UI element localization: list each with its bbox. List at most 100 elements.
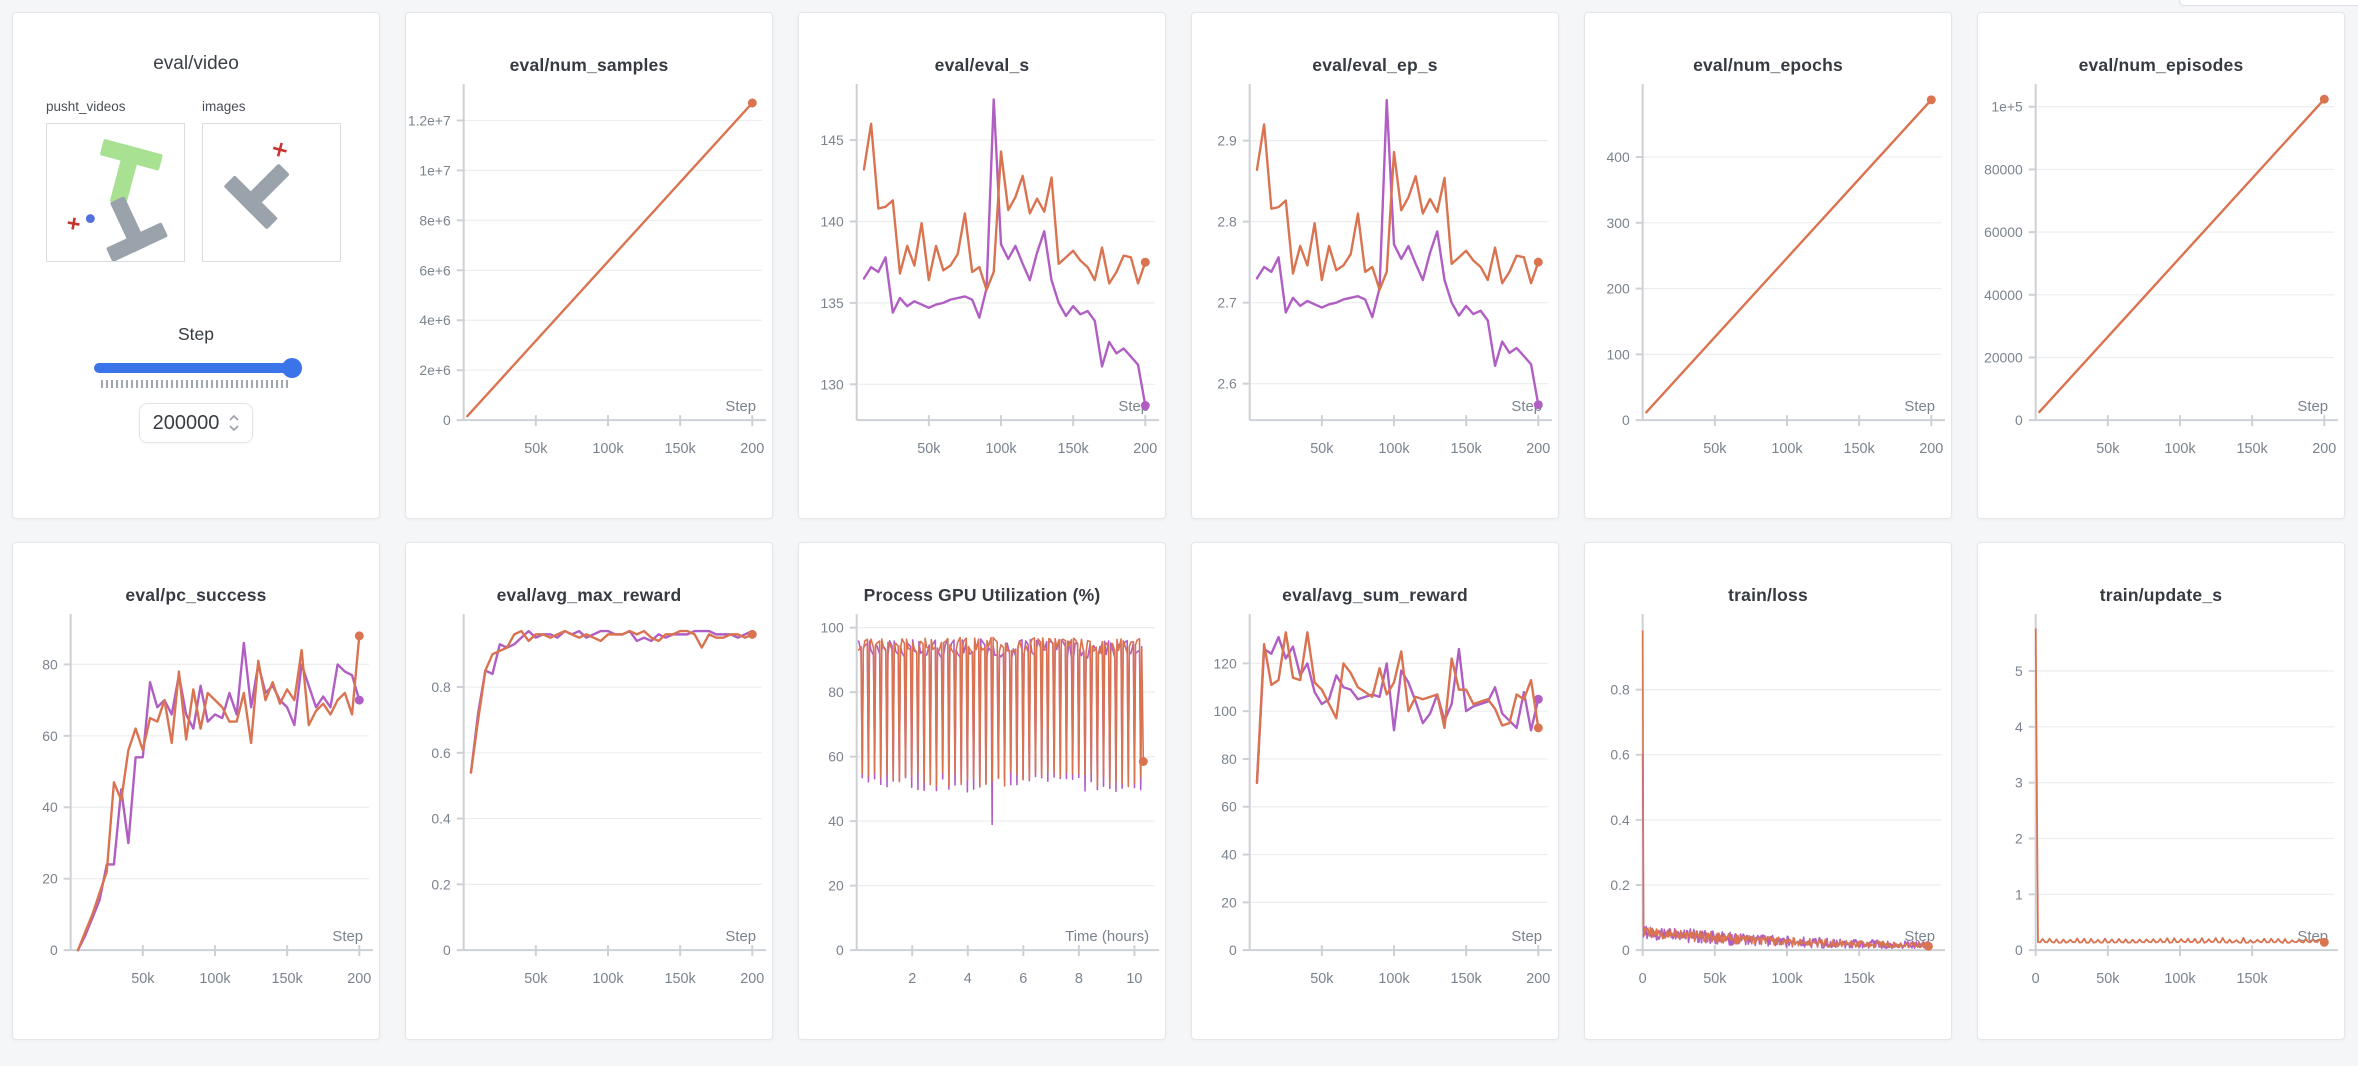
panel-eval-eval-s[interactable]: eval/eval_s 130 135 140 145 50k 100k 150k 200 St… (798, 12, 1166, 519)
svg-text:2.9: 2.9 (1217, 133, 1237, 149)
chart-canvas-eval-avg-sum-reward[interactable]: 0 20 40 60 80 100 120 50k 100k 150k 200 Step (1192, 612, 1558, 1020)
svg-text:1.2e+7: 1.2e+7 (408, 112, 451, 128)
panel-eval-eval-ep-s[interactable]: eval/eval_ep_s 2.6 2.7 2.8 2.9 50k 100k 150k 20… (1191, 12, 1559, 519)
svg-text:150k: 150k (272, 971, 304, 987)
panel-eval-num-epochs[interactable]: eval/num_epochs 0 100 200 300 400 50k 100k 150k… (1584, 12, 1952, 519)
svg-text:150k: 150k (1451, 971, 1483, 987)
chart-title: eval/eval_s (934, 55, 1030, 75)
svg-text:4: 4 (2015, 719, 2023, 735)
panel-eval-avg-sum-reward[interactable]: eval/avg_sum_reward 0 20 40 60 80 100 120 50k 10… (1191, 542, 1559, 1040)
svg-text:200: 200 (347, 971, 371, 987)
svg-text:145: 145 (821, 132, 844, 148)
panel-eval-num-episodes[interactable]: eval/num_episodes 0 20000 40000 60000 80000 1… (1977, 12, 2345, 519)
panel-eval-num-samples[interactable]: eval/num_samples 0 2e+6 4e+6 6e+6 8e+6 1e+7 1.… (405, 12, 773, 519)
svg-text:Step: Step (725, 399, 756, 415)
agent-dot (85, 214, 95, 224)
chart-canvas-eval-avg-max-reward[interactable]: 0 0.2 0.4 0.6 0.8 50k 100k 150k 200 Step (406, 612, 772, 1020)
chart-canvas-train-loss[interactable]: 0 0.2 0.4 0.6 0.8 0 50k 100k 150k Step (1585, 612, 1951, 1020)
svg-text:1e+5: 1e+5 (1991, 99, 2023, 115)
panel-eval-video[interactable]: eval/video pusht_videos (12, 12, 380, 519)
images-thumbnail[interactable] (202, 123, 341, 262)
svg-text:2: 2 (908, 971, 916, 987)
svg-text:150k: 150k (665, 971, 697, 987)
svg-text:0: 0 (1639, 971, 1647, 987)
svg-text:60: 60 (1221, 799, 1237, 815)
panel-eval-pc-success[interactable]: eval/pc_success 0 20 40 60 80 50k 100k 150k 200 S… (12, 542, 380, 1040)
chart-title: eval/num_epochs (1693, 55, 1843, 75)
svg-text:Step: Step (725, 929, 756, 945)
svg-text:50k: 50k (2096, 441, 2120, 457)
media-pusht-videos: pusht_videos (46, 99, 185, 262)
svg-text:150k: 150k (2237, 971, 2269, 987)
panel-title: eval/video (153, 53, 239, 74)
chart-title: eval/pc_success (125, 585, 267, 605)
svg-text:50k: 50k (1310, 971, 1334, 987)
svg-text:Step: Step (332, 929, 363, 945)
svg-text:Step: Step (1511, 929, 1542, 945)
chart-svg: 0 0.2 0.4 0.6 0.8 50k 100k 150k 200 Step (431, 613, 767, 987)
chart-title: train/update_s (2099, 585, 2223, 605)
step-number-input[interactable]: 200000 (139, 403, 253, 443)
svg-text:40: 40 (1221, 847, 1237, 863)
svg-text:130: 130 (821, 376, 844, 392)
svg-text:2: 2 (2015, 830, 2023, 846)
chart-canvas-eval-num-epochs[interactable]: 0 100 200 300 400 50k 100k 150k 200 Step (1585, 82, 1951, 490)
svg-text:6e+6: 6e+6 (419, 262, 451, 278)
svg-text:20000: 20000 (1984, 349, 2023, 365)
step-slider[interactable] (94, 358, 302, 378)
svg-text:50k: 50k (524, 971, 548, 987)
chart-svg: 0 20 40 60 80 50k 100k 150k 200 Step (42, 613, 374, 987)
svg-text:0.6: 0.6 (431, 745, 451, 761)
chart-canvas-gpu-utilization[interactable]: 0 20 40 60 80 100 2 4 6 8 10 Time (hours) (799, 612, 1165, 1020)
chart-canvas-train-update-s[interactable]: 0 1 2 3 4 5 0 50k 100k 150k Step (1978, 612, 2344, 1020)
svg-text:0.6: 0.6 (1610, 747, 1630, 763)
svg-text:200: 200 (740, 441, 764, 457)
svg-text:20: 20 (42, 871, 58, 887)
svg-text:Step: Step (1118, 399, 1149, 415)
stepper-chevrons-icon[interactable] (229, 414, 239, 432)
svg-text:100k: 100k (2164, 971, 2196, 987)
media-images: images (202, 99, 341, 262)
svg-text:80: 80 (42, 656, 58, 672)
chart-svg: 0 20000 40000 60000 80000 1e+5 50k 100k 150k 200 S… (1984, 83, 2339, 457)
svg-text:150k: 150k (1058, 441, 1090, 457)
svg-text:400: 400 (1607, 149, 1630, 165)
chart-title: eval/num_episodes (2078, 55, 2244, 75)
svg-text:100: 100 (821, 620, 844, 636)
svg-text:150k: 150k (665, 441, 697, 457)
panel-train-loss[interactable]: train/loss 0 0.2 0.4 0.6 0.8 0 50k 100k 150k Step (1584, 542, 1952, 1040)
chart-svg: 0 2e+6 4e+6 6e+6 8e+6 1e+7 1.2e+7 50k 100k 150k 20… (408, 83, 767, 457)
svg-text:0: 0 (2032, 971, 2040, 987)
chart-canvas-eval-eval-ep-s[interactable]: 2.6 2.7 2.8 2.9 50k 100k 150k 200 Step (1192, 82, 1558, 490)
svg-text:200: 200 (1919, 441, 1943, 457)
pusht-video-thumbnail[interactable] (46, 123, 185, 262)
svg-text:60: 60 (828, 749, 844, 765)
chart-canvas-eval-num-samples[interactable]: 0 2e+6 4e+6 6e+6 8e+6 1e+7 1.2e+7 50k 100k 150k 20… (406, 82, 772, 490)
svg-text:200: 200 (740, 971, 764, 987)
svg-text:2.6: 2.6 (1217, 376, 1237, 392)
svg-text:40: 40 (828, 813, 844, 829)
svg-text:100: 100 (1607, 346, 1630, 362)
svg-text:200: 200 (1133, 441, 1157, 457)
chart-svg: 0 20 40 60 80 100 2 4 6 8 10 Time (hours) (821, 613, 1160, 987)
panel-gpu-utilization[interactable]: Process GPU Utilization (%) 0 20 40 60 80 100… (798, 542, 1166, 1040)
svg-text:8e+6: 8e+6 (419, 212, 451, 228)
svg-text:50k: 50k (131, 971, 155, 987)
panel-eval-avg-max-reward[interactable]: eval/avg_max_reward 0 0.2 0.4 0.6 0.8 50k 100k… (405, 542, 773, 1040)
step-slider-thumb[interactable] (282, 358, 302, 378)
svg-text:100k: 100k (985, 441, 1017, 457)
chart-canvas-eval-eval-s[interactable]: 130 135 140 145 50k 100k 150k 200 Step (799, 82, 1165, 490)
svg-text:0.4: 0.4 (1610, 812, 1630, 828)
chart-canvas-eval-pc-success[interactable]: 0 20 40 60 80 50k 100k 150k 200 Step (13, 612, 379, 1020)
chart-canvas-eval-num-episodes[interactable]: 0 20000 40000 60000 80000 1e+5 50k 100k 150k 200 S… (1978, 82, 2344, 490)
svg-text:0.2: 0.2 (1610, 877, 1630, 893)
green-t-shape (100, 139, 163, 206)
clipped-panel-edge (2179, 0, 2358, 6)
panel-train-update-s[interactable]: train/update_s 0 1 2 3 4 5 0 50k 100k 150k Step (1977, 542, 2345, 1040)
goal-cross (272, 142, 287, 157)
svg-text:100k: 100k (1378, 971, 1410, 987)
svg-text:120: 120 (1214, 655, 1237, 671)
